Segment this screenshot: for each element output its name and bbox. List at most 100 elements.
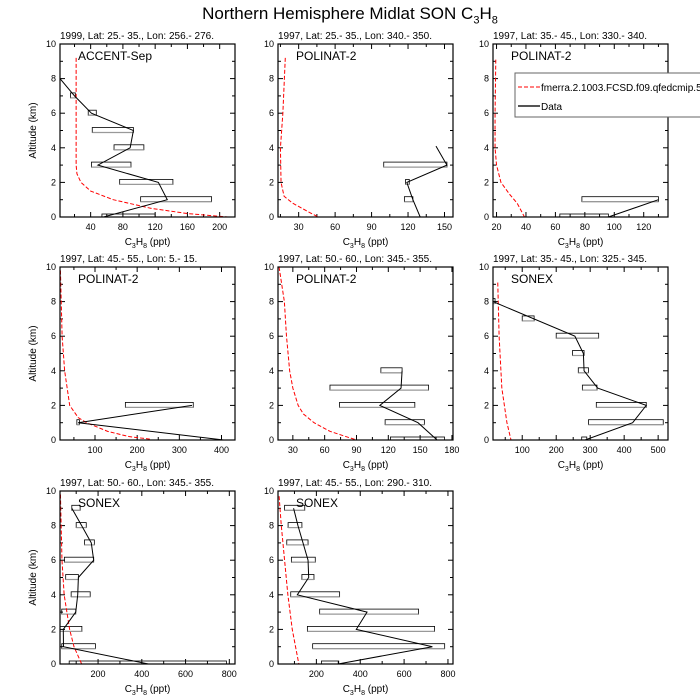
data-line <box>60 78 168 217</box>
panel-5: 1997, Lat: 50.- 60., Lon: 345.- 355. POLI… <box>264 254 459 473</box>
campaign-label: SONEX <box>78 496 120 510</box>
x-tick-label: 150 <box>437 222 452 232</box>
y-tick-label: 2 <box>484 177 489 187</box>
data-range-box <box>339 401 416 408</box>
x-tick-label: 100 <box>515 445 530 455</box>
panel-1: 1999, Lat: 25.- 35., Lon: 256.- 276. ACCE… <box>28 31 236 250</box>
x-label-part: 3 <box>350 690 354 697</box>
data-line <box>293 508 433 664</box>
data-range-box <box>577 367 589 374</box>
x-tick-label: 90 <box>351 445 361 455</box>
data-range-box <box>306 626 435 632</box>
plot-frame <box>277 43 454 218</box>
panel-4: 1997, Lat: 45.- 55., Lon: 5.- 15. POLINAT… <box>28 254 236 473</box>
campaign-label: SONEX <box>296 496 338 510</box>
y-tick-label: 0 <box>484 435 489 445</box>
x-axis-label: C3H8 (ppt) <box>125 460 171 473</box>
model-line <box>494 59 525 217</box>
y-tick-label: 2 <box>51 624 56 634</box>
y-tick-label: 4 <box>269 590 274 600</box>
data-range-box <box>329 384 430 391</box>
y-tick-label: 2 <box>269 177 274 187</box>
y-tick-label: 10 <box>264 262 274 272</box>
panel-header: 1997, Lat: 50.- 60., Lon: 345.- 355. <box>60 478 214 489</box>
x-label-part: 3 <box>350 243 354 250</box>
x-label-part: (ppt) <box>365 684 388 695</box>
x-axis-label: C3H8 (ppt) <box>125 237 171 250</box>
plot-frame <box>277 490 454 665</box>
x-label-part: 8 <box>361 466 365 473</box>
x-label-part: H <box>354 460 361 471</box>
panel-6: 1997, Lat: 35.- 45., Lon: 325.- 345. SONE… <box>479 254 669 473</box>
x-tick-label: 30 <box>288 445 298 455</box>
x-axis-label: C3H8 (ppt) <box>343 237 389 250</box>
x-tick-label: 800 <box>440 669 455 679</box>
data-range-box <box>140 196 213 203</box>
x-tick-label: 500 <box>651 445 666 455</box>
y-tick-label: 10 <box>479 262 489 272</box>
plot-frame <box>59 266 236 441</box>
plot-area <box>60 270 224 440</box>
x-tick-label: 200 <box>212 222 227 232</box>
data-range-box <box>380 367 403 374</box>
x-tick-label: 600 <box>178 669 193 679</box>
x-axis-label: C3H8 (ppt) <box>343 460 389 473</box>
y-tick-label: 8 <box>51 521 56 531</box>
data-range-box <box>113 144 145 151</box>
plot-area <box>278 496 446 664</box>
y-tick-label: 2 <box>51 400 56 410</box>
y-tick-label: 4 <box>269 143 274 153</box>
y-tick-label: 10 <box>46 486 56 496</box>
panel-header: 1997, Lat: 25.- 35., Lon: 340.- 350. <box>278 31 432 42</box>
y-tick-label: 2 <box>269 624 274 634</box>
x-label-part: (ppt) <box>147 460 170 471</box>
model-line <box>60 270 150 440</box>
x-tick-label: 20 <box>492 222 502 232</box>
x-tick-label: 60 <box>320 445 330 455</box>
x-label-part: 3 <box>132 690 136 697</box>
x-label-part: 8 <box>576 243 580 250</box>
data-line <box>493 301 648 440</box>
data-range-box <box>286 539 309 546</box>
y-tick-label: 2 <box>269 400 274 410</box>
model-line <box>279 57 319 217</box>
x-tick-label: 800 <box>222 669 237 679</box>
data-line <box>406 145 448 217</box>
x-tick-label: 400 <box>617 445 632 455</box>
y-tick-label: 6 <box>269 331 274 341</box>
data-line <box>378 370 438 440</box>
data-line <box>62 508 149 664</box>
panel-3: 1997, Lat: 35.- 45., Lon: 330.- 340. POLI… <box>479 31 700 250</box>
x-tick-label: 300 <box>583 445 598 455</box>
x-axis-label: C3H8 (ppt) <box>125 684 171 697</box>
x-label-part: H <box>569 237 576 248</box>
x-label-part: H <box>136 684 143 695</box>
x-axis-label: C3H8 (ppt) <box>558 237 604 250</box>
x-label-part: 3 <box>565 243 569 250</box>
x-label-part: H <box>136 460 143 471</box>
x-tick-label: 60 <box>550 222 560 232</box>
x-label-part: 8 <box>576 466 580 473</box>
data-range-box <box>588 419 664 426</box>
x-tick-label: 60 <box>330 222 340 232</box>
x-label-part: H <box>354 237 361 248</box>
x-tick-label: 400 <box>134 669 149 679</box>
x-label-part: (ppt) <box>365 460 388 471</box>
x-tick-label: 300 <box>172 445 187 455</box>
campaign-label: POLINAT-2 <box>511 49 572 63</box>
x-label-part: 8 <box>361 243 365 250</box>
panel-2: 1997, Lat: 25.- 35., Lon: 340.- 350. POLI… <box>264 31 454 250</box>
y-axis-label: Altitude (km) <box>28 102 39 158</box>
data-range-box <box>84 539 95 546</box>
x-tick-label: 90 <box>367 222 377 232</box>
y-tick-label: 4 <box>51 366 56 376</box>
plot-area <box>493 282 664 440</box>
y-tick-label: 0 <box>269 659 274 669</box>
data-range-box <box>555 332 600 339</box>
y-tick-label: 0 <box>51 435 56 445</box>
y-tick-label: 0 <box>51 659 56 669</box>
x-tick-label: 120 <box>401 222 416 232</box>
y-tick-label: 0 <box>269 435 274 445</box>
y-tick-label: 10 <box>46 262 56 272</box>
